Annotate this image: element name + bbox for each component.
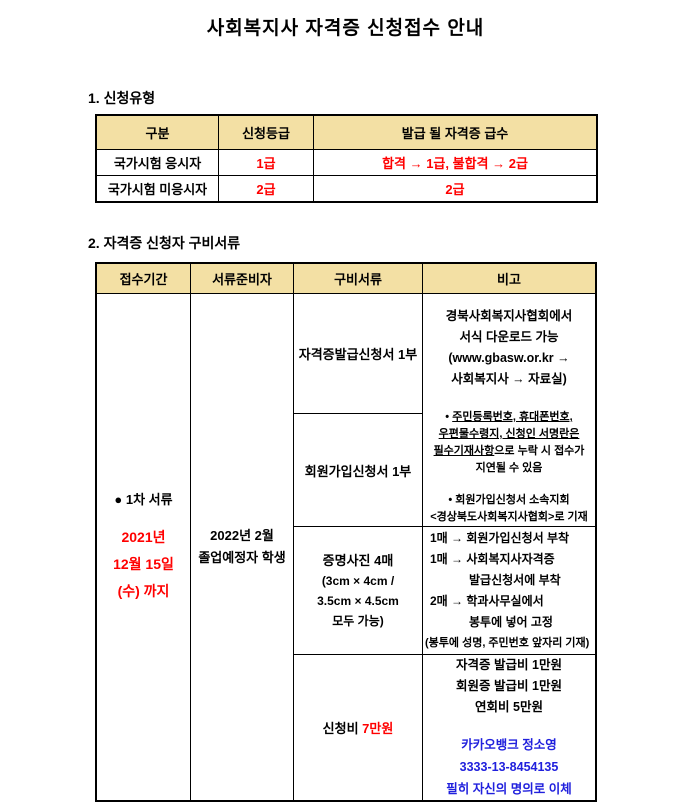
table-row: 신청비 7만원 자격증 발급비 1만원 회원증 발급비 1만원 연회비 5만원 … [96, 654, 597, 802]
download-line1: 경북사회복지사협회에서 [445, 309, 573, 323]
preparer-line2: 졸업예정자 학생 [198, 550, 286, 565]
cell-issued-1: 합격 → 1급, 불합격 → 2급 [313, 149, 598, 176]
cell-issued-2: 2급 [313, 175, 598, 203]
bullet-icon: • [445, 411, 450, 423]
required-underline1: 주민등록번호, 휴대폰번호, [452, 411, 573, 423]
fee-breakdown2: 회원증 발급비 1만원 [456, 679, 562, 693]
deadline-weekday: (수) 까지 [117, 583, 170, 599]
photo-size3: 모두 가능) [332, 614, 384, 628]
fee-label: 신청비 [322, 721, 359, 736]
cell-category-non-taker: 국가시험 미응시자 [95, 175, 219, 203]
col-header-documents: 구비서류 [293, 262, 423, 294]
photo-note-line2: 1매 → 사회복지사자격증 [430, 551, 555, 566]
required-rest: 으로 누락 시 접수가 [494, 445, 585, 457]
fee-amount: 7만원 [362, 721, 394, 736]
bank-account-holder: 카카오뱅크 정소영 [461, 738, 557, 752]
photo-note-line3: 발급신청서에 부착 [469, 572, 561, 587]
section1-heading: 1. 신청유형 [88, 90, 156, 106]
required-line4: 지연될 수 있음 [475, 462, 543, 474]
table-row: 국가시험 응시자 1급 합격 → 1급, 불합격 → 2급 [95, 149, 598, 176]
cell-doc-membership-form: 회원가입신청서 1부 [293, 413, 423, 527]
col-header-category: 구분 [95, 114, 219, 150]
membership-branch-note: • 회원가입신청서 소속지회 <경상북도사회복지사협회>로 기재 [423, 492, 595, 526]
application-type-table: 구분 신청등급 발급 될 자격증 급수 국가시험 응시자 1급 합격 → 1급,… [95, 114, 598, 203]
photo-title: 증명사진 4매 [322, 553, 394, 568]
page-title: 사회복지사 자격증 신청접수 안내 [206, 18, 485, 39]
membership-line2: <경상북도사회복지사협회>로 기재 [430, 511, 588, 523]
cell-reception-period: ● 1차 서류 2021년 12월 15일 (수) 까지 [95, 293, 191, 802]
cell-doc-fee: 신청비 7만원 [293, 654, 423, 802]
fee-breakdown3: 연회비 5만원 [475, 700, 543, 714]
deadline-day: 12월 15일 [113, 556, 174, 572]
cell-note-forms: 경북사회복지사협회에서 서식 다운로드 가능 (www.gbasw.or.kr … [422, 293, 597, 527]
download-info: 경북사회복지사협회에서 서식 다운로드 가능 (www.gbasw.or.kr … [423, 306, 595, 390]
table-header-row: 구분 신청등급 발급 될 자격증 급수 [95, 114, 598, 150]
photo-size2: 3.5cm × 4.5cm [317, 594, 399, 608]
table-row: ● 1차 서류 2021년 12월 15일 (수) 까지 2022년 2월 졸업… [95, 292, 597, 802]
bank-transfer-info: 카카오뱅크 정소영 3333-13-8454135 필히 자신의 명의로 이체 [423, 734, 595, 800]
download-url: (www.gbasw.or.kr → [448, 351, 570, 365]
fee-breakdown1: 자격증 발급비 1만원 [456, 658, 562, 672]
photo-note-line1: 1매 → 회원가입신청서 부착 [430, 530, 570, 545]
col-header-preparer: 서류준비자 [190, 262, 294, 294]
col-header-issued: 발급 될 자격증 급수 [313, 114, 598, 150]
download-path: 사회복지사 → 자료실) [451, 372, 567, 386]
bank-account-number: 3333-13-8454135 [459, 760, 559, 774]
preparer-line1: 2022년 2월 [210, 528, 274, 543]
col-header-note: 비고 [422, 262, 597, 294]
cell-preparer: 2022년 2월 졸업예정자 학생 [190, 293, 294, 802]
photo-note-line6: (봉투에 성명, 주민번호 앞자리 기재) [425, 636, 590, 649]
section2-heading: 2. 자격증 신청자 구비서류 [88, 235, 241, 251]
cell-grade-2: 2급 [218, 175, 314, 203]
download-line2: 서식 다운로드 가능 [459, 330, 559, 344]
cell-grade-1: 1급 [218, 149, 314, 176]
first-round-label: ● 1차 서류 [114, 492, 173, 507]
deadline-year: 2021년 [121, 529, 166, 545]
table-header-row: 접수기간 서류준비자 구비서류 비고 [95, 262, 597, 294]
required-underline2: 우편물수령지, 신청인 서명란은 [438, 428, 580, 440]
cell-doc-photos: 증명사진 4매 (3cm × 4cm / 3.5cm × 4.5cm 모두 가능… [293, 526, 423, 655]
col-header-grade: 신청등급 [218, 114, 314, 150]
membership-text1: 회원가입신청서 소속지회 [455, 494, 570, 506]
cell-doc-application-form: 자격증발급신청서 1부 [293, 292, 423, 415]
required-documents-table: 접수기간 서류준비자 구비서류 비고 ● 1차 서류 2021년 12월 15일… [95, 262, 597, 802]
deadline-date: 2021년 12월 15일 (수) 까지 [97, 524, 190, 605]
bullet-icon: • [448, 494, 453, 506]
bank-transfer-note: 필히 자신의 명의로 이체 [446, 782, 572, 796]
table-row: 회원가입신청서 1부 [96, 413, 596, 527]
cell-note-photos: 1매 → 회원가입신청서 부착 1매 → 사회복지사자격증 발급신청서에 부착 … [422, 526, 597, 655]
required-line3: 필수기재사항으로 누락 시 접수가 [423, 443, 595, 460]
cell-category-exam-taker: 국가시험 응시자 [95, 149, 219, 176]
table-row: 증명사진 4매 (3cm × 4cm / 3.5cm × 4.5cm 모두 가능… [96, 526, 597, 655]
photo-size1: (3cm × 4cm / [321, 574, 395, 588]
photo-note-line4: 2매 → 학과사무실에서 [430, 593, 544, 608]
required-fields-note: • 주민등록번호, 휴대폰번호, 우편물수령지, 신청인 서명란은 필수기재사항… [423, 409, 595, 477]
photo-note-line5: 봉투에 넣어 고정 [469, 614, 553, 629]
required-line2: 우편물수령지, 신청인 서명란은 [423, 426, 595, 443]
required-underline3: 필수기재사항 [433, 445, 495, 457]
required-line1: • 주민등록번호, 휴대폰번호, [423, 409, 595, 426]
membership-line1: • 회원가입신청서 소속지회 [423, 492, 595, 509]
col-header-period: 접수기간 [95, 262, 191, 294]
table-row: 국가시험 미응시자 2급 2급 [95, 175, 598, 203]
cell-note-fees: 자격증 발급비 1만원 회원증 발급비 1만원 연회비 5만원 카카오뱅크 정소… [422, 654, 597, 802]
